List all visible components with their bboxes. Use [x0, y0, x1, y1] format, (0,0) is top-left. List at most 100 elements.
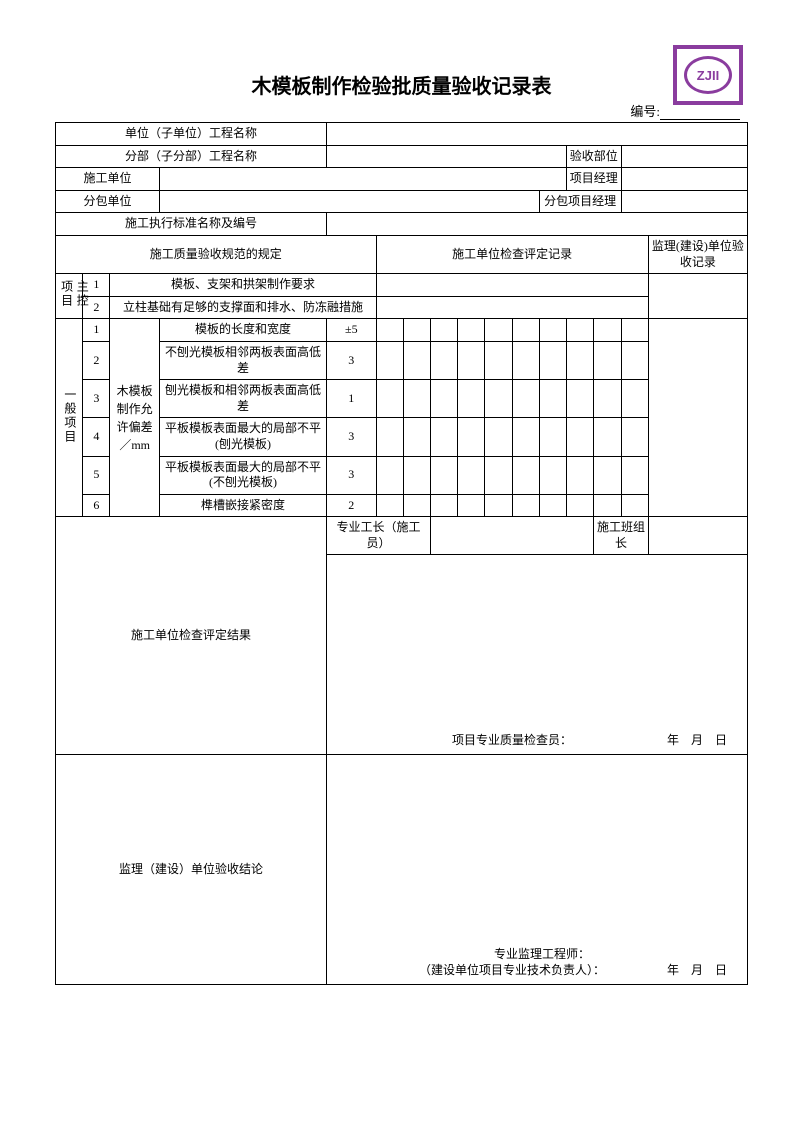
cell[interactable]	[376, 341, 403, 379]
cell[interactable]	[621, 418, 648, 456]
cell[interactable]	[594, 418, 621, 456]
cell[interactable]	[485, 494, 512, 517]
conclusion-signer1: 专业监理工程师：	[494, 947, 590, 961]
cell[interactable]	[430, 380, 457, 418]
cell[interactable]	[430, 418, 457, 456]
cell[interactable]	[594, 494, 621, 517]
cell[interactable]	[621, 319, 648, 342]
cell[interactable]	[567, 494, 594, 517]
result-date: 年 月 日	[667, 733, 727, 749]
contractor-value[interactable]	[159, 168, 566, 191]
accept-part-value[interactable]	[621, 145, 748, 168]
cell[interactable]	[403, 494, 430, 517]
pm-value[interactable]	[621, 168, 748, 191]
gen-item-3: 3 刨光模板和相邻两板表面高低差 1	[56, 380, 748, 418]
main-2-record[interactable]	[376, 296, 648, 319]
result-content[interactable]: 项目专业质量检查员： 年 月 日	[327, 555, 748, 755]
cell[interactable]	[594, 380, 621, 418]
cell[interactable]	[403, 380, 430, 418]
gen-2-tol: 3	[327, 341, 377, 379]
conclusion-content[interactable]: 专业监理工程师： （建设单位项目专业技术负责人）： 年 月 日	[327, 755, 748, 985]
cell[interactable]	[539, 319, 566, 342]
section-header-row: 施工质量验收规范的规定 施工单位检查评定记录 监理(建设)单位验收记录	[56, 235, 748, 273]
gen-6-text: 榫槽嵌接紧密度	[159, 494, 326, 517]
unit-value[interactable]	[327, 123, 748, 146]
cell[interactable]	[567, 319, 594, 342]
cell[interactable]	[403, 341, 430, 379]
gen-4-text: 平板模板表面最大的局部不平(刨光模板)	[159, 418, 326, 456]
gen-group-cell: 一般项目	[56, 319, 83, 517]
cell[interactable]	[594, 319, 621, 342]
cell[interactable]	[539, 418, 566, 456]
cell[interactable]	[621, 341, 648, 379]
cell[interactable]	[539, 456, 566, 494]
sub-pm-value[interactable]	[621, 190, 748, 213]
cell[interactable]	[376, 418, 403, 456]
cell[interactable]	[567, 341, 594, 379]
doc-no-value[interactable]	[660, 119, 740, 120]
cell[interactable]	[430, 319, 457, 342]
hdr-sub: 分包单位 分包项目经理	[56, 190, 748, 213]
hdr-unit: 单位（子单位）工程名称	[56, 123, 748, 146]
cell[interactable]	[512, 494, 539, 517]
gen-5-no: 5	[83, 456, 110, 494]
cell[interactable]	[376, 319, 403, 342]
cell[interactable]	[512, 456, 539, 494]
cell[interactable]	[594, 341, 621, 379]
cell[interactable]	[458, 341, 485, 379]
cell[interactable]	[512, 418, 539, 456]
cell[interactable]	[376, 380, 403, 418]
cell[interactable]	[430, 494, 457, 517]
cell[interactable]	[539, 341, 566, 379]
cell[interactable]	[567, 418, 594, 456]
main-group-cell: 主控项目	[56, 274, 83, 319]
cell[interactable]	[485, 380, 512, 418]
cell[interactable]	[512, 319, 539, 342]
cell[interactable]	[458, 319, 485, 342]
foreman-row: 施工单位检查评定结果 专业工长（施工员） 施工班组长	[56, 517, 748, 555]
cell[interactable]	[376, 456, 403, 494]
cell[interactable]	[567, 380, 594, 418]
cell[interactable]	[376, 494, 403, 517]
cell[interactable]	[512, 380, 539, 418]
foreman-left-value[interactable]	[430, 517, 593, 555]
main-group-label: 主控项目	[58, 275, 89, 313]
foreman-right-value[interactable]	[648, 517, 747, 555]
gen-1-no: 1	[83, 319, 110, 342]
cell[interactable]	[458, 456, 485, 494]
gen-supervisor-record[interactable]	[648, 319, 747, 517]
cell[interactable]	[458, 494, 485, 517]
cell[interactable]	[594, 456, 621, 494]
cell[interactable]	[430, 456, 457, 494]
cell[interactable]	[403, 456, 430, 494]
cell[interactable]	[539, 494, 566, 517]
cell[interactable]	[621, 380, 648, 418]
gen-1-tol: ±5	[327, 319, 377, 342]
main-1-text: 模板、支架和拱架制作要求	[110, 274, 376, 297]
sub-value[interactable]	[159, 190, 539, 213]
cell[interactable]	[430, 341, 457, 379]
cell[interactable]	[403, 319, 430, 342]
doc-title: 木模板制作检验批质量验收记录表	[252, 76, 552, 98]
cell[interactable]	[458, 418, 485, 456]
standard-value[interactable]	[327, 213, 748, 236]
cell[interactable]	[621, 494, 648, 517]
cell[interactable]	[539, 380, 566, 418]
main-1-record[interactable]	[376, 274, 648, 297]
cell[interactable]	[485, 418, 512, 456]
cell[interactable]	[485, 341, 512, 379]
cell[interactable]	[485, 456, 512, 494]
sec-col1: 施工质量验收规范的规定	[56, 235, 377, 273]
cell[interactable]	[621, 456, 648, 494]
main-supervisor-record[interactable]	[648, 274, 747, 319]
cell[interactable]	[403, 418, 430, 456]
cell[interactable]	[512, 341, 539, 379]
cell[interactable]	[567, 456, 594, 494]
conclusion-label: 监理（建设）单位验收结论	[56, 755, 327, 985]
cell[interactable]	[458, 380, 485, 418]
gen-4-no: 4	[83, 418, 110, 456]
cell[interactable]	[485, 319, 512, 342]
division-value[interactable]	[327, 145, 567, 168]
gen-4-tol: 3	[327, 418, 377, 456]
gen-1-text: 模板的长度和宽度	[159, 319, 326, 342]
